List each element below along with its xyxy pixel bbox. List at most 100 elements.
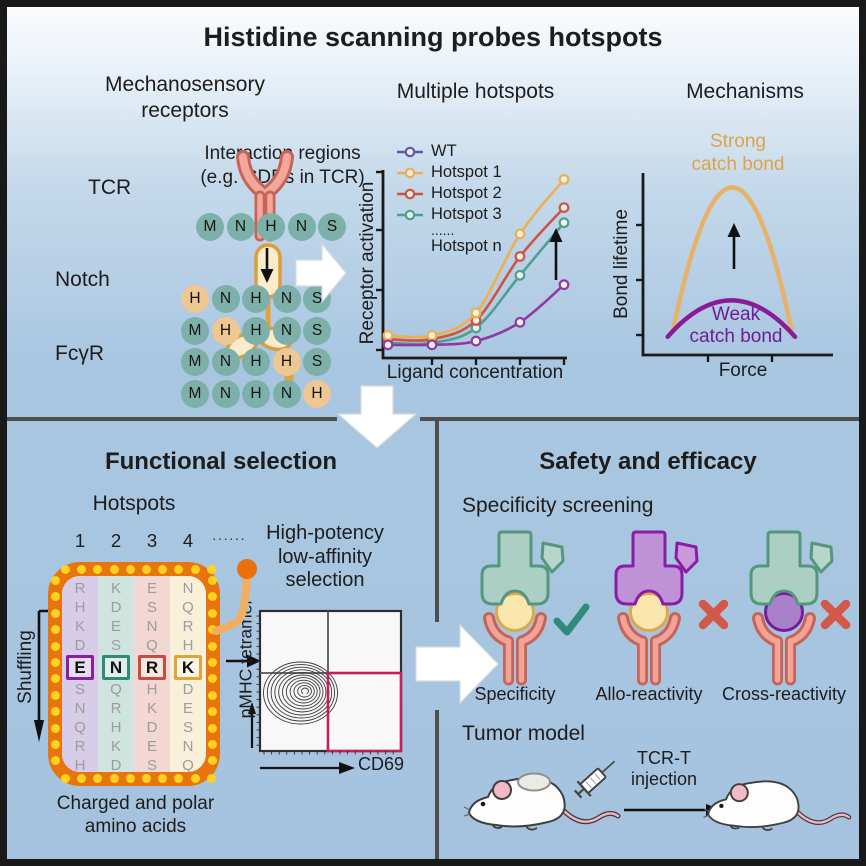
residue-letter: D — [110, 757, 122, 772]
slot-light-dot — [206, 565, 216, 574]
residue-letter: R — [110, 700, 122, 717]
slot-light-dot — [208, 674, 217, 684]
amino-acid-circle: H — [303, 379, 331, 408]
residue-letter: H — [146, 681, 158, 698]
legend-item: Hotspot 2 — [396, 183, 502, 204]
receptor-label-notch: Notch — [55, 268, 110, 291]
injection-label-line1: TCR-T — [637, 748, 691, 768]
slot-light-dot — [142, 565, 151, 574]
residue-letter: R — [182, 618, 194, 635]
flow-cytometry-plot — [248, 609, 403, 774]
slot-light-dot — [125, 774, 135, 783]
amino-acid-circle: N — [211, 285, 240, 313]
slot-machine-lever-icon — [212, 559, 257, 635]
selected-residue: R — [138, 655, 166, 680]
amino-acid-circle: H — [242, 285, 270, 313]
functional-selection-title: Functional selection — [104, 448, 338, 475]
amino-acid-circle: N — [272, 316, 301, 345]
amino-acid-circle: N — [287, 213, 316, 241]
residue-letter: H — [182, 637, 194, 654]
slot-light-dot — [51, 592, 60, 602]
receptors-heading: Mechanosensory receptors — [85, 72, 285, 124]
slot-light-dot — [190, 774, 200, 783]
slot-light-dot — [51, 740, 60, 749]
residue-letter: E — [146, 580, 157, 597]
slot-light-dot — [208, 756, 217, 766]
receptors-heading-line1: Mechanosensory — [105, 73, 265, 96]
amino-acid-circle: H — [272, 348, 301, 376]
hotspots-chart-heading: Multiple hotspots — [396, 80, 555, 103]
slot-light-dot — [51, 658, 60, 667]
hotspot-number: 1 — [74, 530, 86, 551]
slot-light-dot — [208, 641, 217, 651]
safety-efficacy-title: Safety and efficacy — [539, 448, 757, 475]
receptor-label-fcgr: FcγR — [55, 342, 104, 365]
amino-acid-circle: H — [181, 285, 209, 313]
legend-label: Hotspot 2 — [431, 184, 502, 202]
slot-light-dot — [142, 774, 151, 783]
strong-catch-bond-label: Strong catch bond — [678, 130, 798, 176]
hotspot-column-numbers: 1 2 3 4 — [62, 530, 206, 552]
label-allo-reactivity: Allo-reactivity — [595, 684, 703, 704]
tcr-pmhc-complex-allo — [614, 530, 699, 686]
amino-acid-circle: N — [211, 348, 240, 376]
residue-letter: E — [182, 700, 193, 717]
tcr-pmhc-complex-cross — [749, 530, 834, 686]
residue-letter: H — [74, 757, 86, 772]
legend-label: WT — [431, 142, 457, 160]
amino-acid-circle: S — [318, 213, 346, 241]
residue-letter: N — [146, 618, 158, 635]
hotspot-number: 3 — [146, 530, 158, 551]
legend-label: Hotspot 1 — [431, 163, 502, 181]
slot-light-dot — [51, 690, 60, 700]
residue-letter: S — [110, 637, 121, 654]
slot-light-dot — [51, 707, 60, 717]
slot-light-dot — [93, 565, 103, 574]
residue-letter: N — [74, 700, 86, 717]
block-arrow-right-mid-icon — [415, 623, 499, 705]
legend-ellipsis: ...... — [431, 222, 455, 238]
residue-letter: E — [146, 738, 157, 755]
slot-light-dot — [51, 723, 60, 733]
slot-light-dot — [208, 592, 217, 602]
slot-light-dot — [208, 690, 217, 700]
weak-label-line1: Weak — [711, 304, 761, 325]
amino-acid-circle: M — [196, 213, 224, 241]
selection-heading-line1: High-potency — [266, 522, 384, 544]
residue-letter: Q — [182, 757, 194, 772]
hotspots-columns-heading: Hotspots — [92, 492, 176, 515]
charged-polar-caption: Charged and polar amino acids — [38, 792, 233, 838]
cross-mark-icon — [698, 599, 729, 630]
residue-letter: H — [110, 719, 122, 736]
residue-letter: Q — [146, 637, 158, 654]
cross-mark-icon — [820, 599, 851, 630]
residue-letter: D — [146, 719, 158, 736]
slot-light-dot — [109, 565, 119, 574]
block-arrow-down-icon — [336, 385, 418, 449]
amino-acid-circle: S — [303, 348, 331, 376]
residue-letter: D — [182, 681, 194, 698]
legend-label: Hotspot 3 — [431, 205, 502, 223]
slot-light-dot — [61, 774, 70, 783]
slot-light-dot — [208, 658, 217, 667]
residue-letter: R — [74, 738, 86, 755]
slot-light-dot — [61, 565, 70, 574]
slot-light-dot — [190, 565, 200, 574]
mechanisms-heading: Mechanisms — [686, 80, 804, 103]
residue-letter: K — [146, 700, 157, 717]
residue-letter: Q — [110, 681, 122, 698]
slot-light-dot — [125, 565, 135, 574]
slot-light-dot — [51, 625, 60, 635]
tcr-pmhc-complex-specific — [480, 530, 565, 686]
strong-label-line2: catch bond — [691, 154, 785, 175]
injection-label-line2: injection — [630, 769, 698, 789]
slot-light-dot — [158, 774, 168, 783]
amino-acid-circle: N — [272, 379, 301, 408]
columns-ellipsis: ······ — [212, 530, 246, 546]
weak-label-line2: catch bond — [689, 326, 783, 347]
